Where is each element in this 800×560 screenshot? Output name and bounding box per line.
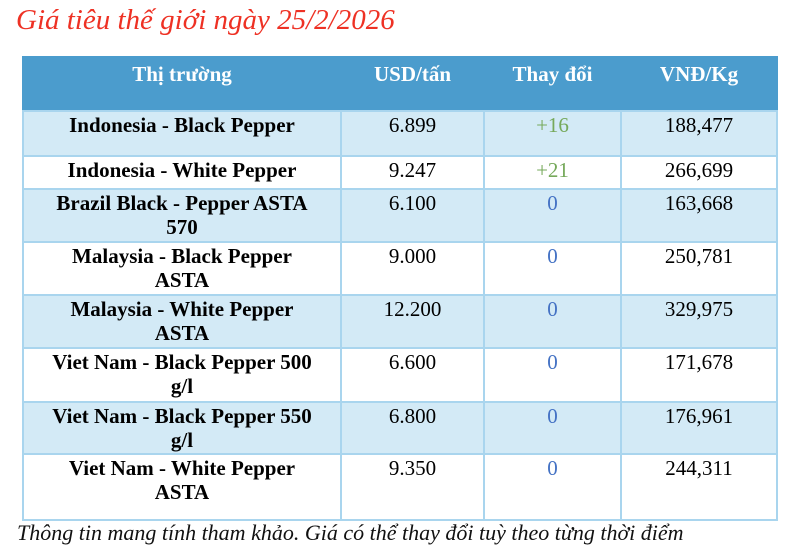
change-cell: 0	[483, 188, 622, 243]
vnd-cell: 188,477	[620, 110, 778, 157]
change-cell: +16	[483, 110, 622, 157]
table-row: Viet Nam - Black Pepper 550 g/l 6.800 0 …	[22, 401, 778, 455]
table-row: Brazil Black - Pepper ASTA 570 6.100 0 1…	[22, 188, 778, 243]
market-cell: Indonesia - Black Pepper	[22, 110, 342, 157]
vnd-cell: 329,975	[620, 294, 778, 349]
table-row: Viet Nam - White Pepper ASTA 9.350 0 244…	[22, 453, 778, 521]
vnd-cell: 171,678	[620, 347, 778, 403]
table-row: Viet Nam - Black Pepper 500 g/l 6.600 0 …	[22, 347, 778, 403]
pepper-price-table: Thị trường USD/tấn Thay đổi VNĐ/Kg Indon…	[22, 56, 778, 521]
change-cell: 0	[483, 401, 622, 455]
market-cell: Indonesia - White Pepper	[22, 155, 342, 190]
vnd-cell: 266,699	[620, 155, 778, 190]
column-header-usd: USD/tấn	[340, 56, 485, 112]
change-cell: +21	[483, 155, 622, 190]
market-cell: Viet Nam - Black Pepper 500 g/l	[22, 347, 342, 403]
usd-cell: 9.000	[340, 241, 485, 296]
column-header-vnd: VNĐ/Kg	[620, 56, 778, 112]
market-cell: Malaysia - White Pepper ASTA	[22, 294, 342, 349]
table-row: Malaysia - White Pepper ASTA 12.200 0 32…	[22, 294, 778, 349]
market-cell: Brazil Black - Pepper ASTA 570	[22, 188, 342, 243]
usd-cell: 6.800	[340, 401, 485, 455]
change-cell: 0	[483, 241, 622, 296]
usd-cell: 9.247	[340, 155, 485, 190]
table-row: Indonesia - White Pepper 9.247 +21 266,6…	[22, 155, 778, 190]
usd-cell: 9.350	[340, 453, 485, 521]
vnd-cell: 244,311	[620, 453, 778, 521]
change-cell: 0	[483, 294, 622, 349]
column-header-change: Thay đổi	[483, 56, 622, 112]
market-cell: Viet Nam - Black Pepper 550 g/l	[22, 401, 342, 455]
market-cell: Viet Nam - White Pepper ASTA	[22, 453, 342, 521]
change-cell: 0	[483, 347, 622, 403]
disclaimer-text: Thông tin mang tính tham khảo. Giá có th…	[17, 520, 684, 545]
market-cell: Malaysia - Black Pepper ASTA	[22, 241, 342, 296]
vnd-cell: 163,668	[620, 188, 778, 243]
change-cell: 0	[483, 453, 622, 521]
table-row: Indonesia - Black Pepper 6.899 +16 188,4…	[22, 110, 778, 157]
usd-cell: 12.200	[340, 294, 485, 349]
usd-cell: 6.899	[340, 110, 485, 157]
table-row: Malaysia - Black Pepper ASTA 9.000 0 250…	[22, 241, 778, 296]
page-title: Giá tiêu thế giới ngày 25/2/2026	[16, 4, 395, 36]
column-header-market: Thị trường	[22, 56, 342, 112]
vnd-cell: 176,961	[620, 401, 778, 455]
vnd-cell: 250,781	[620, 241, 778, 296]
usd-cell: 6.100	[340, 188, 485, 243]
usd-cell: 6.600	[340, 347, 485, 403]
header-row: Thị trường USD/tấn Thay đổi VNĐ/Kg	[22, 56, 778, 112]
